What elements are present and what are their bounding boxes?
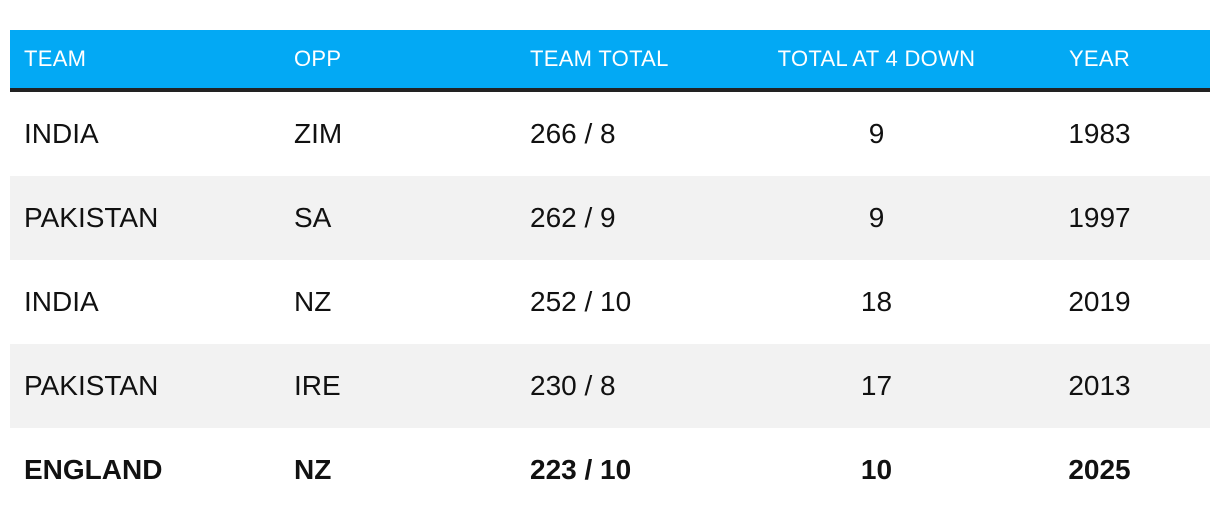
cell-total-at-4-down: 10 [860, 454, 893, 485]
cell-year: 1997 [1068, 202, 1131, 233]
cell-opp: IRE [294, 370, 341, 401]
cell-team: PAKISTAN [24, 370, 159, 401]
cell-team: ENGLAND [24, 454, 163, 485]
table-row-highlighted: ENGLAND NZ 223 / 10 10 2025 [10, 428, 1210, 512]
header-opp: OPP [294, 46, 342, 71]
table-row: INDIA NZ 252 / 10 18 2019 [10, 260, 1210, 344]
table-header: TEAM OPP TEAM TOTAL TOTAL AT 4 DOWN YEAR [10, 30, 1210, 92]
cell-team-total: 230 / 8 [530, 370, 616, 401]
cell-team-total: 266 / 8 [530, 118, 616, 149]
cell-total-at-4-down: 18 [860, 286, 893, 317]
header-team-total: TEAM TOTAL [530, 46, 669, 71]
cell-total-at-4-down: 17 [860, 370, 893, 401]
header-team: TEAM [24, 46, 87, 71]
cell-year: 2019 [1068, 286, 1131, 317]
cell-opp: ZIM [294, 118, 343, 149]
cell-total-at-4-down: 9 [868, 202, 885, 233]
cell-team-total: 252 / 10 [530, 286, 632, 317]
header-total-at-4-down: TOTAL AT 4 DOWN [777, 46, 976, 71]
cell-team-total: 223 / 10 [530, 454, 632, 485]
cell-opp: NZ [294, 286, 332, 317]
cell-team: INDIA [24, 118, 99, 149]
cell-opp: SA [294, 202, 332, 233]
cell-year: 1983 [1068, 118, 1131, 149]
table-row: PAKISTAN SA 262 / 9 9 1997 [10, 176, 1210, 260]
cell-team: PAKISTAN [24, 202, 159, 233]
stats-table: TEAM OPP TEAM TOTAL TOTAL AT 4 DOWN YEAR… [10, 30, 1210, 512]
cell-team-total: 262 / 9 [530, 202, 616, 233]
table-row: INDIA ZIM 266 / 8 9 1983 [10, 92, 1210, 176]
header-year: YEAR [1068, 46, 1131, 71]
table-row: PAKISTAN IRE 230 / 8 17 2013 [10, 344, 1210, 428]
cell-year: 2025 [1068, 454, 1131, 485]
cell-opp: NZ [294, 454, 332, 485]
cell-year: 2013 [1068, 370, 1131, 401]
cell-team: INDIA [24, 286, 99, 317]
cell-total-at-4-down: 9 [868, 118, 885, 149]
